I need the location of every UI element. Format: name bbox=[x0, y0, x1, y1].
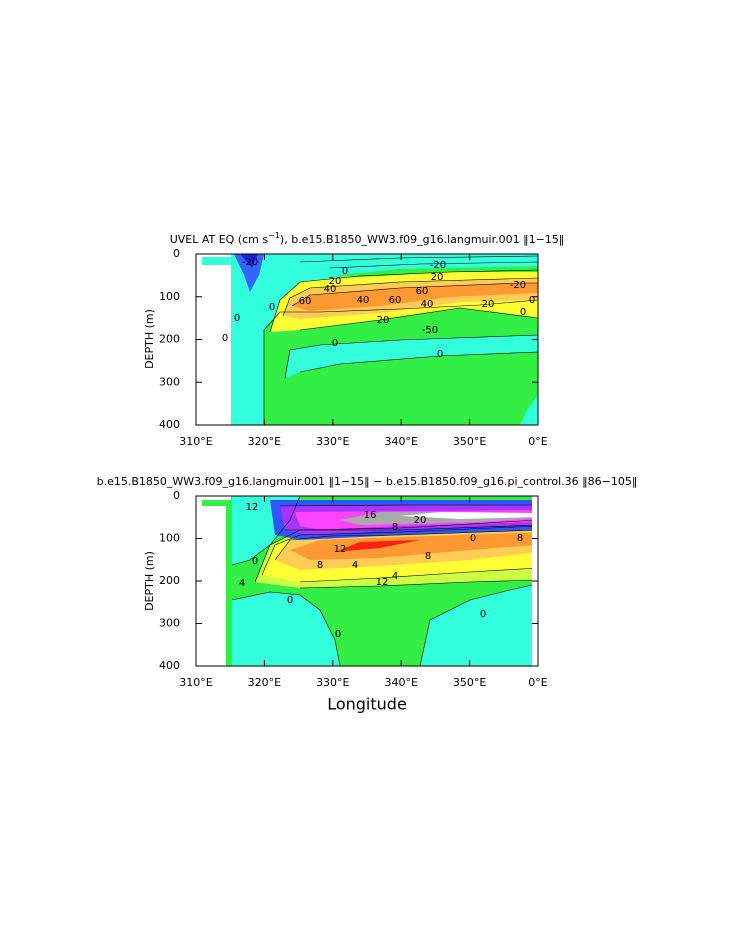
contour-label: 0 bbox=[287, 595, 293, 606]
x-tick-label: 330°E bbox=[316, 435, 349, 448]
contour-label: 40 bbox=[421, 299, 434, 310]
x-tick-label: 0°E bbox=[528, 435, 547, 448]
x-tick-label: 310°E bbox=[179, 435, 212, 448]
chart-title: UVEL AT EQ (cm s−1), b.e15.B1850_WW3.f09… bbox=[170, 231, 565, 247]
contour-label: 0 bbox=[332, 338, 338, 349]
y-tick-label: 0 bbox=[173, 247, 180, 260]
y-tick-label: 100 bbox=[159, 532, 180, 545]
contour-label: 12 bbox=[246, 502, 259, 513]
x-tick-label: 0°E bbox=[528, 676, 547, 689]
contour-label: 20 bbox=[414, 515, 427, 526]
contour-label: 60 bbox=[416, 286, 429, 297]
contour-label: 16 bbox=[364, 510, 377, 521]
x-tick-label: 320°E bbox=[248, 435, 281, 448]
contour-label: 60 bbox=[299, 296, 312, 307]
contour-label: 20 bbox=[329, 276, 342, 287]
contour-label: 4 bbox=[392, 571, 398, 582]
contour-label: 40 bbox=[357, 295, 370, 306]
contour-label: 8 bbox=[317, 560, 323, 571]
contour-label: 0 bbox=[269, 302, 275, 313]
contour-label: 4 bbox=[352, 560, 358, 571]
x-tick-label: 350°E bbox=[453, 435, 486, 448]
contour-label: 0 bbox=[470, 533, 476, 544]
x-tick-label: 350°E bbox=[453, 676, 486, 689]
contour-label: 0 bbox=[520, 307, 526, 318]
contour-label: 8 bbox=[392, 522, 398, 533]
chart-title: b.e15.B1850_WW3.f09_g16.langmuir.001 ‖1−… bbox=[97, 475, 638, 488]
contour-label: 8 bbox=[517, 533, 523, 544]
contour-field bbox=[196, 254, 538, 425]
x-axis-label: Longitude bbox=[327, 695, 407, 714]
contour-label: 0 bbox=[437, 349, 443, 360]
contour-label: 20 bbox=[431, 272, 444, 283]
contour-label: 20 bbox=[482, 299, 495, 310]
contour-label: -20 bbox=[430, 260, 446, 271]
y-tick-label: 300 bbox=[159, 375, 180, 388]
x-tick-label: 310°E bbox=[179, 676, 212, 689]
title-superscript: −1 bbox=[268, 231, 280, 240]
contour-label: 0 bbox=[342, 266, 348, 277]
contour-label: 8 bbox=[425, 551, 431, 562]
title-part: ), b.e15.B1850_WW3.f09_g16.langmuir.001 … bbox=[280, 233, 564, 246]
y-axis-label: DEPTH (m) bbox=[143, 309, 156, 369]
contour-label: 0 bbox=[480, 609, 486, 620]
contour-label: 0 bbox=[222, 333, 228, 344]
contour-label: 4 bbox=[239, 578, 245, 589]
x-tick-label: 340°E bbox=[384, 676, 417, 689]
contour-label: 0 bbox=[529, 295, 535, 306]
x-tick-label: 340°E bbox=[384, 435, 417, 448]
contour-label: 0 bbox=[252, 556, 258, 567]
contour-label: 0 bbox=[234, 313, 240, 324]
y-tick-label: 300 bbox=[159, 617, 180, 630]
contour-label: 12 bbox=[376, 577, 389, 588]
y-tick-label: 200 bbox=[159, 574, 180, 587]
y-tick-label: 100 bbox=[159, 290, 180, 303]
title-part: UVEL AT EQ (cm s bbox=[170, 233, 269, 246]
contour-label: -20 bbox=[510, 280, 526, 291]
contour-field bbox=[196, 496, 538, 666]
y-tick-label: 400 bbox=[159, 659, 180, 672]
y-tick-label: 200 bbox=[159, 333, 180, 346]
contour-label: 40 bbox=[324, 284, 337, 295]
contour-label: -50 bbox=[422, 325, 438, 336]
x-tick-label: 320°E bbox=[248, 676, 281, 689]
y-tick-label: 400 bbox=[159, 418, 180, 431]
y-tick-label: 0 bbox=[173, 489, 180, 502]
y-axis-label: DEPTH (m) bbox=[143, 551, 156, 611]
contour-label: 60 bbox=[389, 295, 402, 306]
contour-label: 20 bbox=[377, 315, 390, 326]
x-tick-label: 330°E bbox=[316, 676, 349, 689]
contour-label: 12 bbox=[334, 544, 347, 555]
contour-label: 0 bbox=[335, 629, 341, 640]
contour-label: -20 bbox=[242, 257, 258, 268]
